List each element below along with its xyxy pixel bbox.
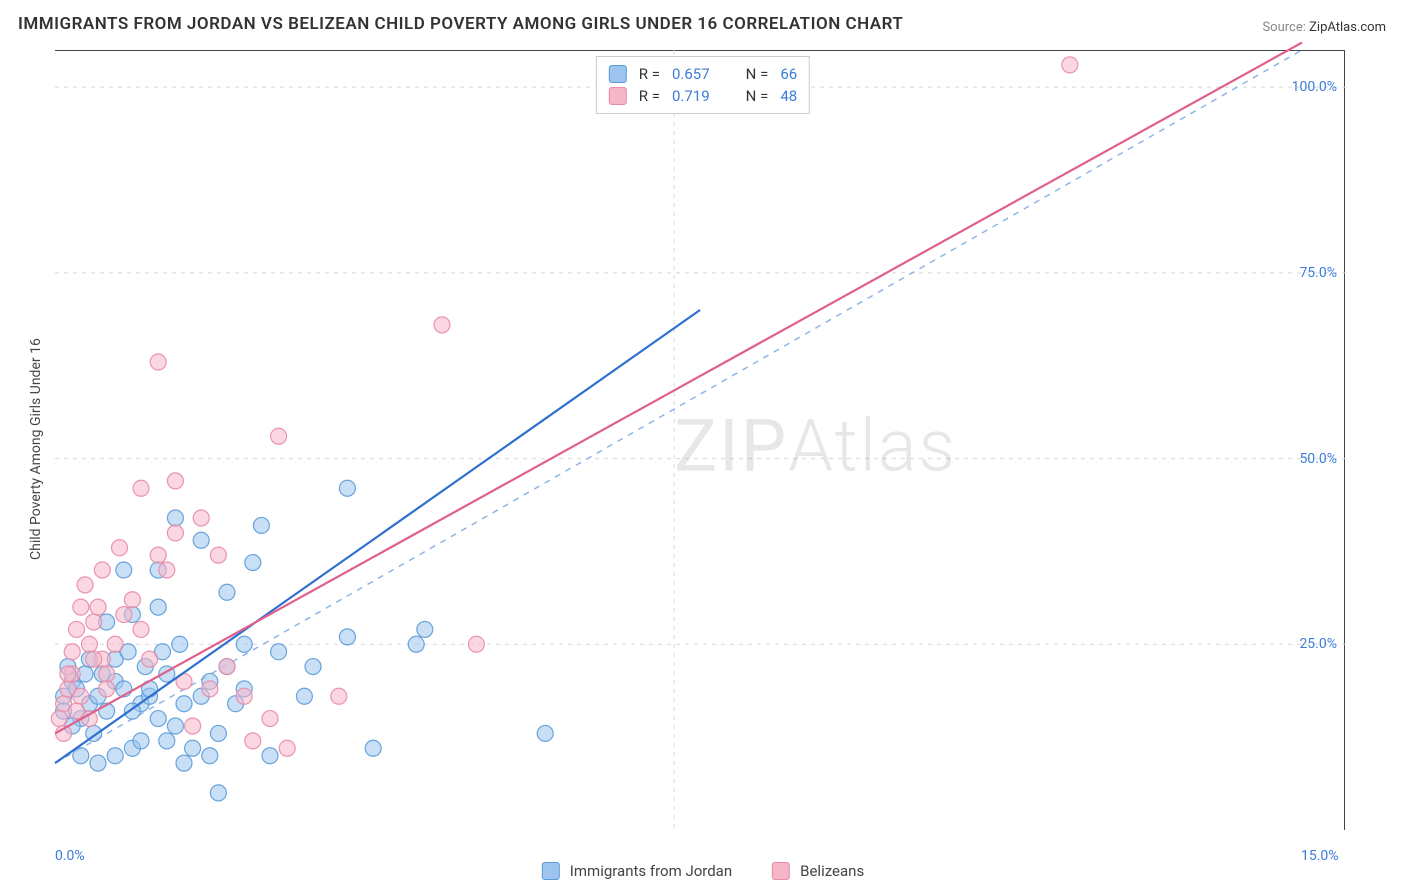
- y-tick-label: 25.0%: [1277, 636, 1337, 652]
- legend-series: Immigrants from Jordan Belizeans: [542, 862, 864, 880]
- r-label: R =: [639, 87, 660, 105]
- n-label: N =: [746, 87, 769, 105]
- swatch-jordan: [609, 65, 627, 83]
- n-label: N =: [746, 65, 769, 83]
- chart-title: IMMIGRANTS FROM JORDAN VS BELIZEAN CHILD…: [18, 14, 903, 34]
- r-value-jordan: 0.657: [672, 65, 710, 83]
- legend-stats-row: R = 0.719 N = 48: [609, 85, 797, 107]
- scatter-plot-svg: [55, 50, 1345, 830]
- swatch-belize: [609, 87, 627, 105]
- n-value-jordan: 66: [780, 65, 797, 83]
- y-axis-label: Child Poverty Among Girls Under 16: [28, 338, 44, 560]
- legend-item-jordan: Immigrants from Jordan: [542, 862, 732, 880]
- swatch-jordan: [542, 862, 560, 880]
- source-value: ZipAtlas.com: [1309, 20, 1386, 35]
- source-attribution: Source: ZipAtlas.com: [1262, 20, 1386, 35]
- x-tick-label: 0.0%: [55, 848, 85, 864]
- y-tick-label: 100.0%: [1277, 79, 1337, 95]
- y-tick-label: 75.0%: [1277, 265, 1337, 281]
- r-value-belize: 0.719: [672, 87, 710, 105]
- legend-stats: R = 0.657 N = 66 R = 0.719 N = 48: [596, 56, 810, 114]
- y-tick-label: 50.0%: [1277, 451, 1337, 467]
- x-tick-label: 15.0%: [1301, 848, 1339, 864]
- legend-item-belize: Belizeans: [772, 862, 864, 880]
- source-label: Source:: [1262, 20, 1305, 35]
- legend-label-jordan: Immigrants from Jordan: [570, 862, 732, 880]
- swatch-belize: [772, 862, 790, 880]
- legend-label-belize: Belizeans: [800, 862, 864, 880]
- r-label: R =: [639, 65, 660, 83]
- n-value-belize: 48: [780, 87, 797, 105]
- legend-stats-row: R = 0.657 N = 66: [609, 63, 797, 85]
